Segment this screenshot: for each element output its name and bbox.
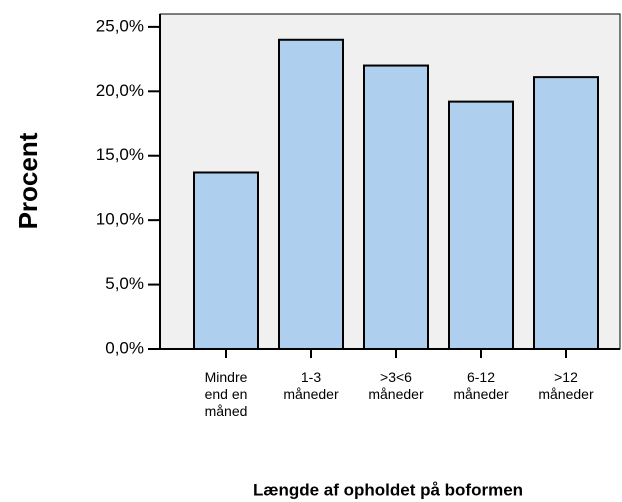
y-tick-label: 5,0% <box>105 274 144 293</box>
x-axis-title: Længde af opholdet på boformen <box>253 480 523 499</box>
y-tick-label: 10,0% <box>96 210 144 229</box>
y-tick-label: 25,0% <box>96 16 144 35</box>
x-tick-label: >3<6 måneder <box>368 369 424 402</box>
x-tick-label: 6-12 måneder <box>453 369 509 402</box>
y-tick-label: 0,0% <box>105 338 144 357</box>
x-tick-label: >12 måneder <box>538 369 594 402</box>
bar <box>193 171 259 350</box>
x-tick-label: 1-3 måneder <box>283 369 339 402</box>
bar <box>448 100 514 350</box>
bar <box>533 76 599 350</box>
y-axis-title: Procent <box>13 132 43 229</box>
y-tick-label: 15,0% <box>96 145 144 164</box>
y-tick-label: 20,0% <box>96 81 144 100</box>
x-tick-label: Mindre end en måned <box>204 369 248 419</box>
bar <box>363 64 429 351</box>
bar <box>278 38 344 351</box>
